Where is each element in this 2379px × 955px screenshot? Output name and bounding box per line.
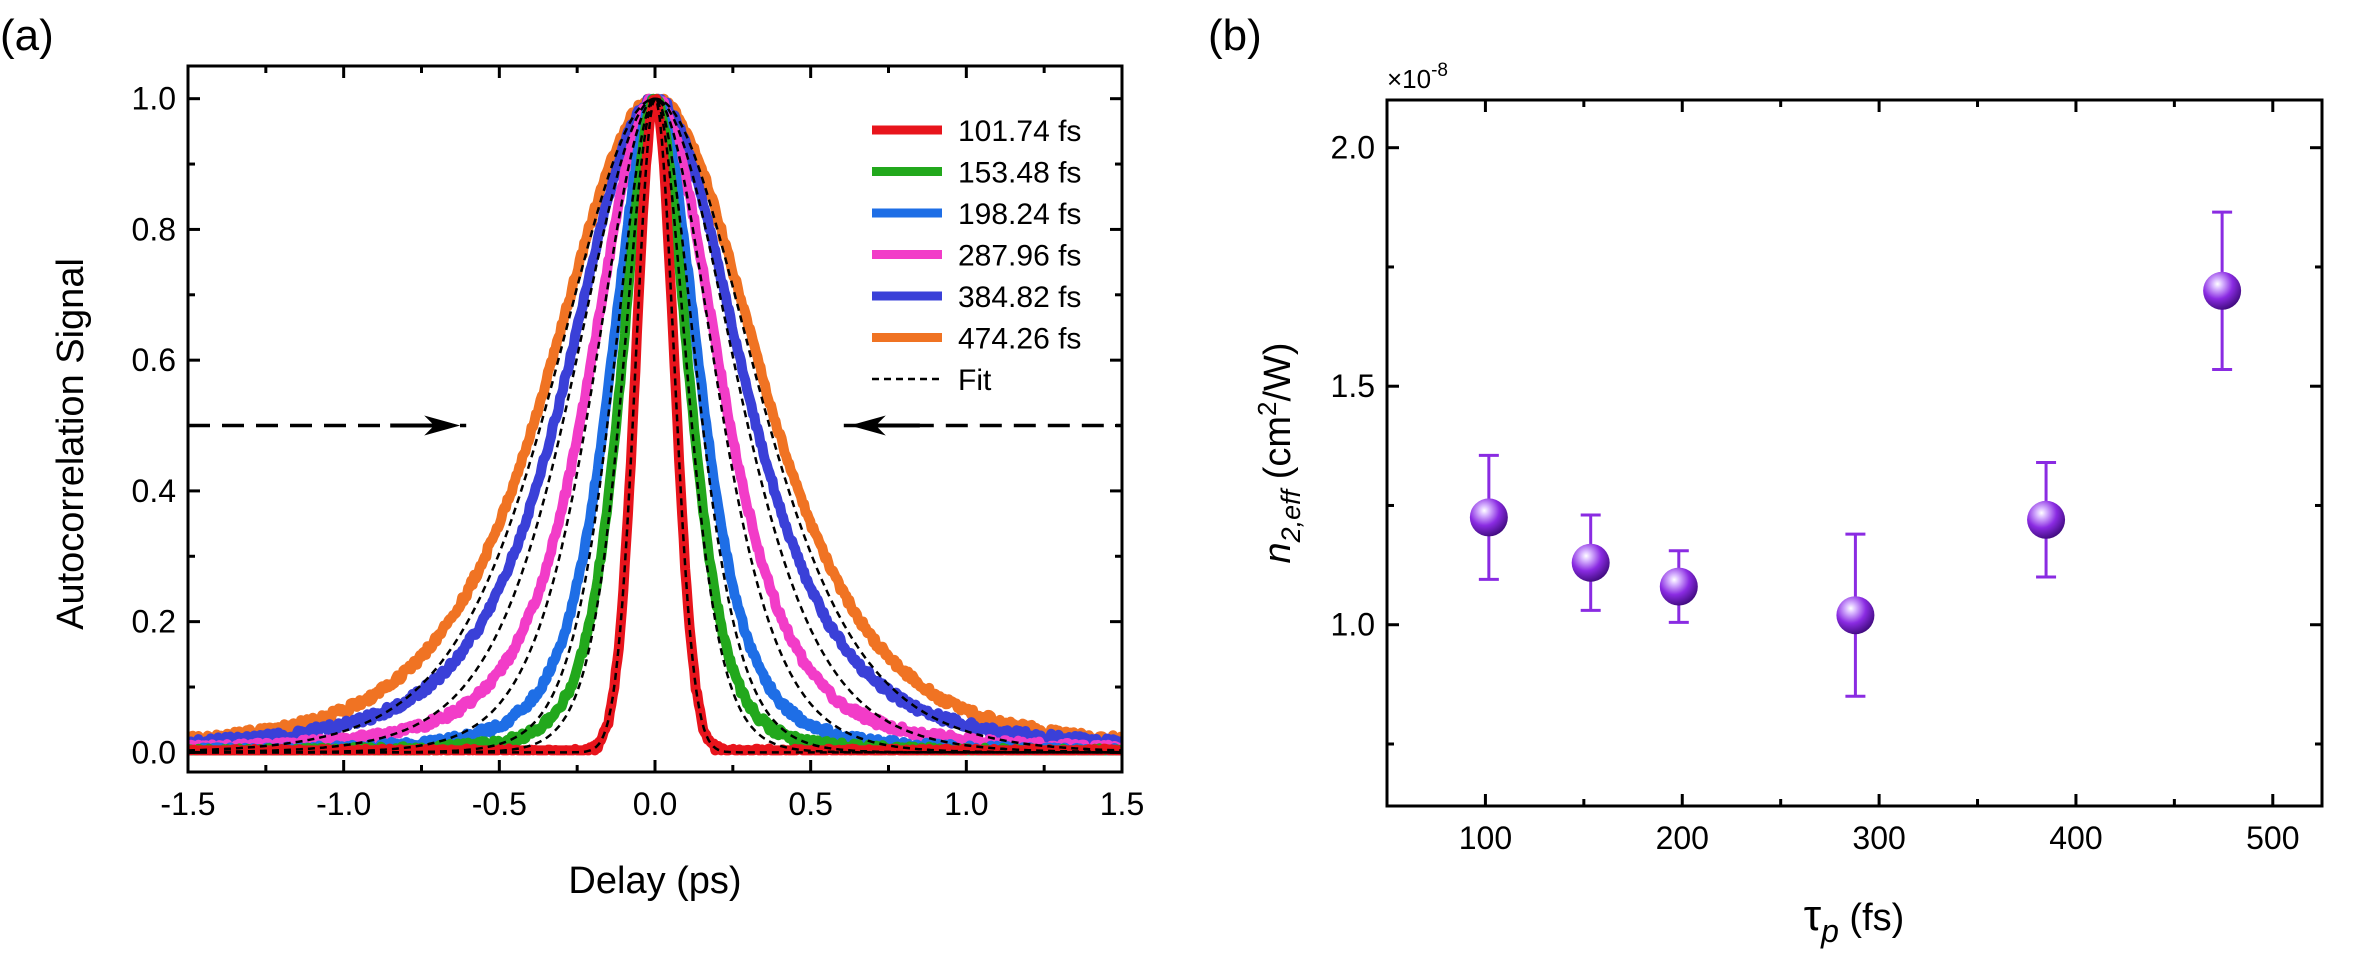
- panel-a-label: (a): [0, 11, 54, 60]
- panel-b-xtick-label: 200: [1656, 820, 1709, 856]
- marker-sphere: [1836, 596, 1875, 635]
- autocorrelation-plot-area: [188, 93, 1122, 756]
- legend-label: 198.24 fs: [958, 198, 1081, 231]
- panel-a-xlabel: Delay (ps): [568, 860, 741, 902]
- panel-a-ytick-label: 0.4: [132, 473, 176, 509]
- panel-b-frame: [1385, 98, 2324, 808]
- marker-sphere: [1659, 567, 1698, 606]
- panel-b-ytick-label: 1.5: [1331, 368, 1375, 404]
- panel-a-xtick-label: 0.0: [633, 786, 677, 822]
- panel-a-ylabel: Autocorrelation Signal: [50, 258, 92, 630]
- panel-a-ytick-label: 0.6: [132, 342, 176, 378]
- data-point: [1571, 513, 1610, 612]
- panel-b-ytick-label: 2.0: [1331, 130, 1375, 166]
- data-point: [1659, 549, 1698, 624]
- data-point: [1836, 532, 1875, 698]
- legend-label: 384.82 fs: [958, 281, 1081, 314]
- panel-a-ytick-label: 0.2: [132, 604, 176, 640]
- panel-b-scale-label: ×10-8: [1387, 60, 1448, 94]
- panel-a-xtick-label: -0.5: [472, 786, 527, 822]
- panel-a-ticks: -1.5 -1.0 -0.5 0.0 0.5 1.0 1.5 0.0 0.2 0.4 0.6 0.8 1…: [132, 66, 1144, 822]
- data-point: [1469, 453, 1508, 581]
- panel-a-ytick-label: 0.8: [132, 211, 176, 247]
- panel-b-ytick-label: 1.0: [1331, 607, 1375, 643]
- panel-a-xtick-label: 0.5: [788, 786, 832, 822]
- panel-a-xtick-label: -1.0: [316, 786, 371, 822]
- series-curve-47426: [188, 93, 1122, 749]
- panel-b: (b) ×10-8 100 200 300 400 500 1.0 1.5 2.0 τp (f…: [1208, 11, 2324, 949]
- panel-b-data-points: [1469, 210, 2242, 698]
- legend-label: 153.48 fs: [958, 157, 1081, 190]
- panel-a-ytick-label: 1.0: [132, 81, 176, 117]
- legend-label: 101.74 fs: [958, 115, 1081, 148]
- panel-b-ylabel: n2,eff (cm2/W): [1252, 342, 1306, 563]
- marker-sphere: [2203, 271, 2242, 310]
- legend-label-fit: Fit: [958, 364, 992, 397]
- data-point: [2027, 461, 2066, 579]
- panel-b-xtick-label: 500: [2246, 820, 2299, 856]
- fwhm-arrow: [390, 415, 461, 436]
- marker-sphere: [1571, 543, 1610, 582]
- data-point: [2203, 210, 2242, 372]
- panel-a-xtick-label: -1.5: [160, 786, 215, 822]
- series-curve-10174: [188, 94, 1122, 756]
- panel-b-label: (b): [1208, 11, 1262, 60]
- panel-b-xlabel: τp (fs): [1804, 891, 1905, 949]
- panel-a-legend: 101.74 fs 153.48 fs 198.24 fs 287.96 fs 384.…: [872, 115, 1081, 397]
- legend-label: 474.26 fs: [958, 323, 1081, 356]
- panel-a-ytick-label: 0.0: [132, 734, 176, 770]
- panel-a-xtick-label: 1.5: [1100, 786, 1144, 822]
- marker-sphere: [2027, 500, 2066, 539]
- panel-a-xtick-label: 1.0: [944, 786, 988, 822]
- legend-label: 287.96 fs: [958, 240, 1081, 273]
- fwhm-arrow: [849, 415, 920, 436]
- panel-b-ticks: 100 200 300 400 500 1.0 1.5 2.0: [1331, 100, 2322, 856]
- panel-b-xtick-label: 100: [1459, 820, 1512, 856]
- panel-b-xtick-label: 400: [2049, 820, 2102, 856]
- panel-b-xtick-label: 300: [1852, 820, 1905, 856]
- fit-curve: [188, 97, 1122, 754]
- marker-sphere: [1469, 498, 1508, 537]
- series-curve-38482: [188, 93, 1122, 752]
- fit-curve: [188, 97, 1122, 752]
- panel-a: (a) -1.5 -1.0 -0.5 0.0 0.5 1.0 1.5 0.0 0.2 0.4 0.6…: [0, 11, 1144, 902]
